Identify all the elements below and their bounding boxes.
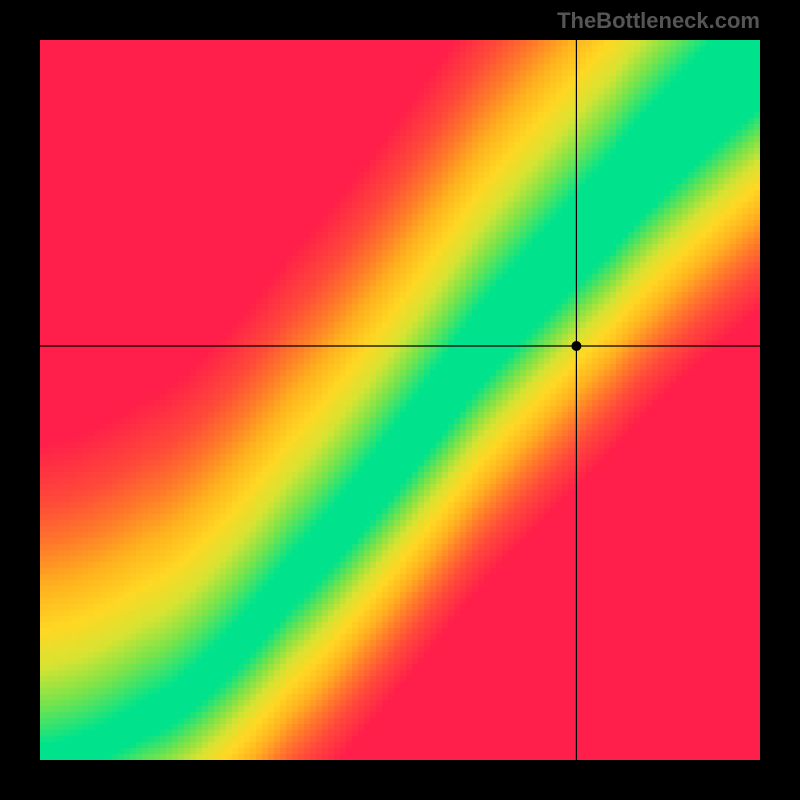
watermark-text: TheBottleneck.com bbox=[557, 8, 760, 34]
chart-container: TheBottleneck.com bbox=[0, 0, 800, 800]
bottleneck-heatmap bbox=[40, 40, 760, 760]
